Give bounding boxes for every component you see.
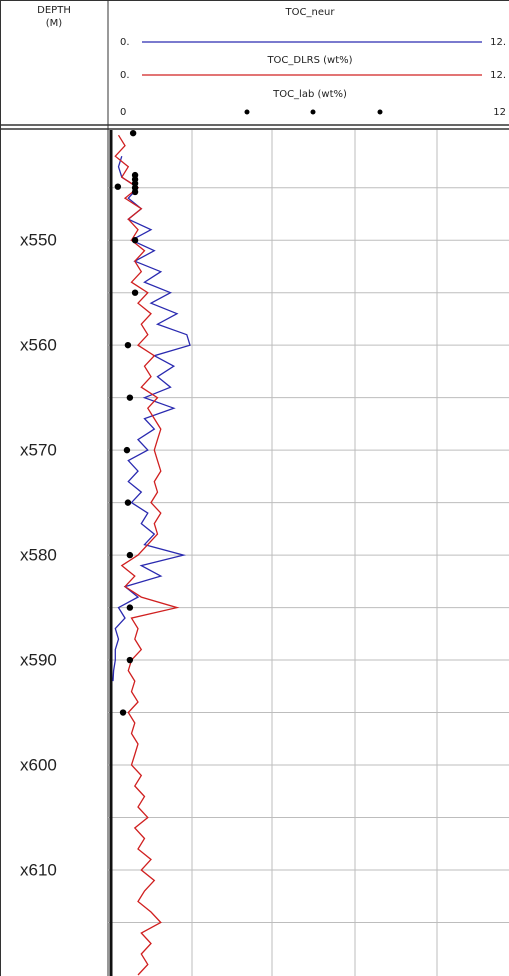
lab-point	[124, 499, 132, 506]
legend-dot	[310, 109, 316, 115]
y-tick-label: x600	[20, 756, 57, 775]
y-tick-label: x560	[20, 336, 57, 355]
y-tick-label: x590	[20, 651, 57, 670]
legend-dot	[244, 109, 250, 115]
legend-label: TOC_neur	[285, 7, 336, 18]
lab-point	[126, 394, 134, 401]
lab-point	[123, 446, 131, 454]
lab-point	[126, 551, 134, 559]
lab-point	[119, 709, 127, 716]
scale-label: 0.	[120, 37, 130, 48]
y-tick-label: x570	[20, 441, 57, 460]
y-tick-label: x610	[20, 860, 57, 879]
lab-point	[131, 289, 139, 296]
scale-label: 0.	[120, 70, 130, 81]
lab-point	[124, 341, 132, 349]
legend-label: TOC_DLRS (wt%)	[266, 55, 352, 66]
y-tick-label: x550	[20, 231, 57, 250]
vertical-grid	[191, 130, 438, 976]
log-curve	[112, 156, 191, 682]
log-curve	[114, 134, 180, 976]
lab-point	[126, 604, 134, 611]
scale-label: 12	[493, 107, 506, 118]
lab-point	[129, 129, 137, 137]
legend-label: TOC_lab (wt%)	[272, 89, 347, 100]
legend-dot	[377, 109, 383, 115]
scale-label: 12.	[490, 37, 506, 48]
depth-title: DEPTH	[37, 5, 71, 16]
lab-point	[131, 237, 139, 244]
lab-point	[126, 656, 134, 664]
lab-point	[131, 188, 139, 196]
y-tick-label: x580	[20, 546, 57, 565]
scale-label: 12.	[490, 70, 506, 81]
scale-label: 0	[120, 107, 126, 118]
depth-unit: (M)	[46, 18, 63, 29]
lab-point	[114, 183, 122, 190]
